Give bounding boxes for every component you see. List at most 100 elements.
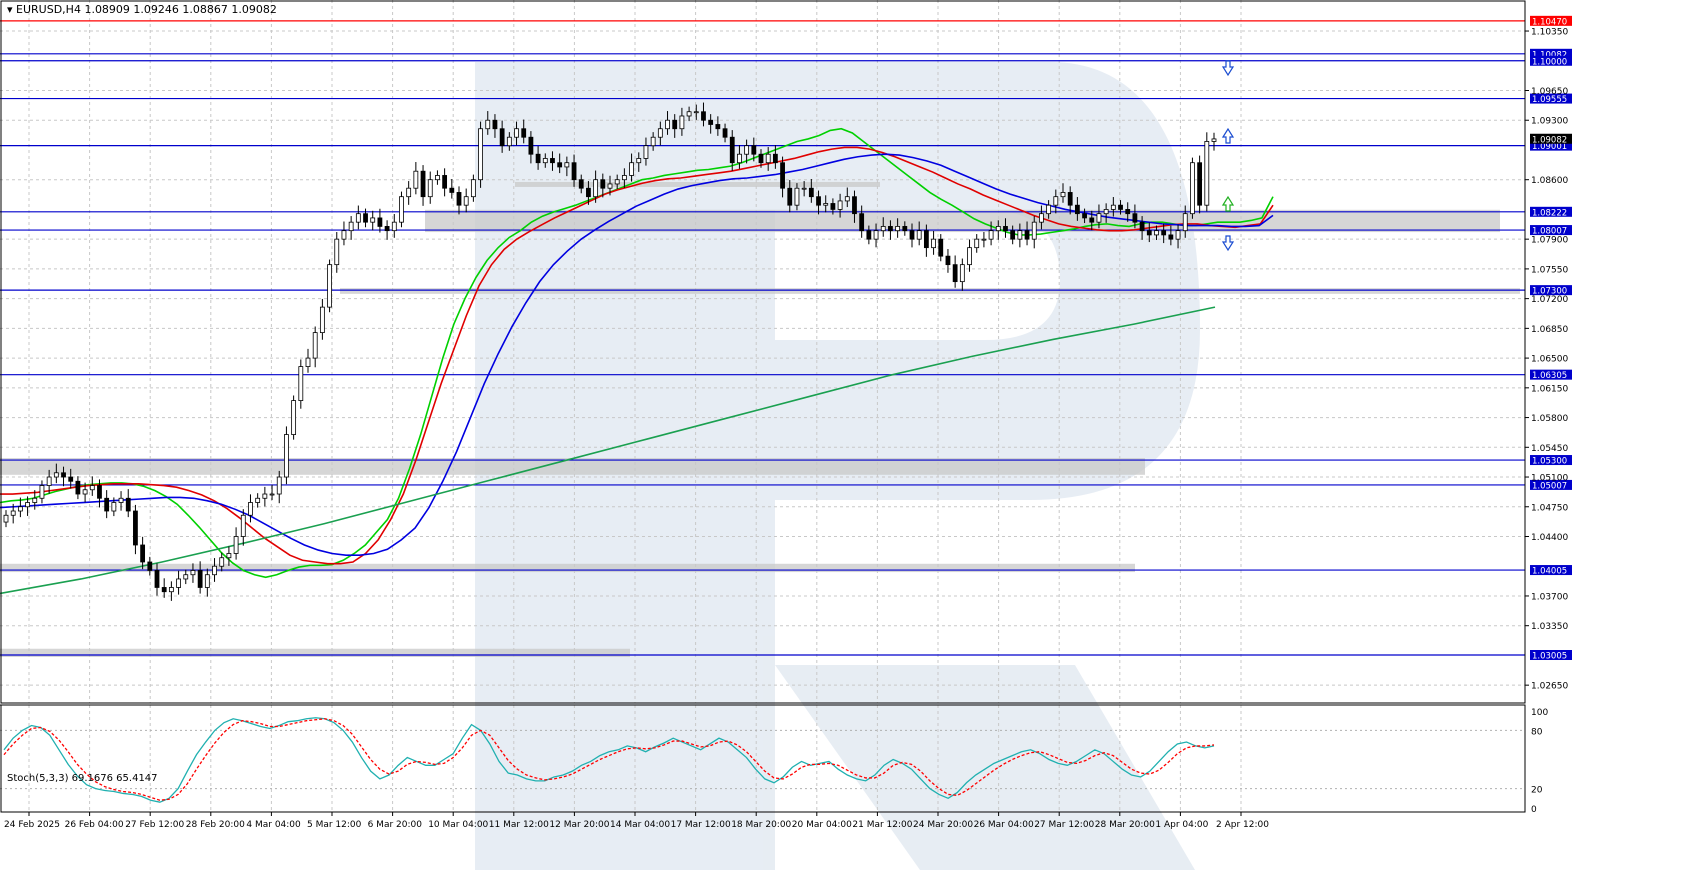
candle-body: [665, 119, 670, 130]
candle-body: [737, 153, 742, 164]
price-tick-label: 1.09650: [1531, 87, 1568, 97]
level-label: 1.05300: [1532, 457, 1567, 467]
price-tick-label: 1.05450: [1531, 444, 1568, 454]
candle-body: [722, 128, 728, 138]
candle-body: [183, 574, 189, 580]
candle-body: [715, 124, 721, 130]
time-tick-label: 11 Mar 12:00: [489, 820, 549, 830]
candle-body: [729, 136, 735, 164]
arrow-up-icon: [1221, 127, 1235, 144]
level-label: 1.03005: [1532, 652, 1567, 662]
candle-body: [959, 264, 965, 283]
moving-average-line: [0, 127, 1274, 579]
candle-body: [133, 510, 138, 546]
candle-body: [176, 578, 181, 588]
price-tick-label: 1.06150: [1531, 384, 1568, 394]
price-tick-label: 1.09300: [1531, 117, 1568, 127]
candle-body: [248, 502, 253, 516]
candle-body: [197, 570, 203, 588]
level-label-bg: [1530, 565, 1572, 576]
support-zone: [340, 288, 1520, 294]
time-tick-label: 4 Mar 04:00: [246, 820, 301, 830]
candle-body: [1003, 226, 1008, 232]
candle-body: [600, 179, 606, 189]
candle-body: [319, 306, 325, 334]
chart-header: ▾ EURUSD,H4 1.08909 1.09246 1.08867 1.09…: [7, 3, 277, 16]
candle-body: [794, 187, 800, 206]
candle-body: [291, 400, 297, 435]
level-label-bg: [1530, 15, 1572, 26]
candle-body: [341, 230, 347, 240]
time-tick-label: 26 Mar 04:00: [974, 820, 1034, 830]
candle-body: [46, 476, 52, 486]
candle-body: [1125, 209, 1131, 215]
price-tick-label: 1.04400: [1531, 533, 1568, 543]
candle-body: [923, 230, 929, 249]
candle-body: [1175, 230, 1181, 240]
time-tick-label: 14 Mar 04:00: [610, 820, 670, 830]
candle-body: [880, 226, 886, 232]
stoch-tick-label: 0: [1531, 805, 1537, 815]
candle-body: [435, 175, 440, 181]
arrow-down-icon: [1221, 235, 1235, 252]
time-tick-label: 26 Feb 04:00: [65, 820, 124, 830]
level-label-bg: [1530, 369, 1572, 380]
candle-body: [686, 111, 692, 117]
candle-body: [204, 574, 210, 588]
time-tick-label: 28 Mar 20:00: [1095, 820, 1155, 830]
candle-body: [478, 128, 483, 181]
price-tick-label: 1.07200: [1531, 295, 1568, 305]
candle-body: [758, 153, 764, 164]
candle-body: [801, 187, 807, 190]
candle-body: [1211, 138, 1217, 142]
support-zone: [0, 648, 630, 658]
candle-body: [363, 213, 368, 223]
candle-body: [377, 217, 383, 227]
price-tick-label: 1.08600: [1531, 176, 1568, 186]
level-label-bg: [1530, 650, 1572, 661]
candle-body: [212, 565, 217, 576]
candle-body: [168, 587, 174, 593]
candle-body: [17, 506, 23, 512]
candle-body: [909, 230, 915, 240]
candle-body: [10, 510, 16, 516]
candle-body: [1204, 141, 1210, 206]
candle-body: [104, 497, 110, 512]
stoch-header: Stoch(5,3,3) 69.1676 65.4147: [7, 773, 158, 784]
candle-body: [226, 553, 232, 559]
candle-body: [82, 489, 88, 495]
candle-body: [1060, 192, 1066, 198]
candle-body: [1197, 162, 1203, 206]
candle-body: [61, 472, 66, 478]
candle-body: [708, 119, 714, 125]
candle-body: [406, 187, 412, 198]
candle-body: [895, 226, 901, 232]
main-frame: [0, 0, 1526, 704]
candle-body: [787, 187, 793, 206]
level-label: 1.06305: [1532, 371, 1567, 381]
level-label-bg: [1530, 285, 1572, 296]
level-label: 1.10000: [1532, 57, 1567, 67]
candle-body: [995, 226, 1001, 232]
candle-body: [701, 111, 706, 121]
candle-body: [607, 183, 613, 189]
candle-body: [420, 170, 426, 198]
level-label: 1.10470: [1532, 17, 1567, 27]
moving-average-line: [0, 306, 1216, 595]
candle-body: [1010, 230, 1016, 240]
candle-body: [614, 179, 620, 185]
time-tick-label: 24 Mar 20:00: [913, 820, 973, 830]
candle-body: [1182, 213, 1188, 232]
candle-body: [629, 162, 634, 176]
candle-body: [657, 128, 663, 138]
price-tick-label: 1.07900: [1531, 236, 1568, 246]
candle-body: [154, 570, 160, 588]
candle-body: [535, 153, 541, 164]
current-price-label: 1.09082: [1532, 135, 1567, 145]
candle-body: [521, 128, 527, 138]
moving-average-line: [0, 153, 1274, 556]
candle-body: [111, 502, 117, 512]
candle-body: [916, 230, 922, 240]
candle-body: [780, 162, 785, 189]
